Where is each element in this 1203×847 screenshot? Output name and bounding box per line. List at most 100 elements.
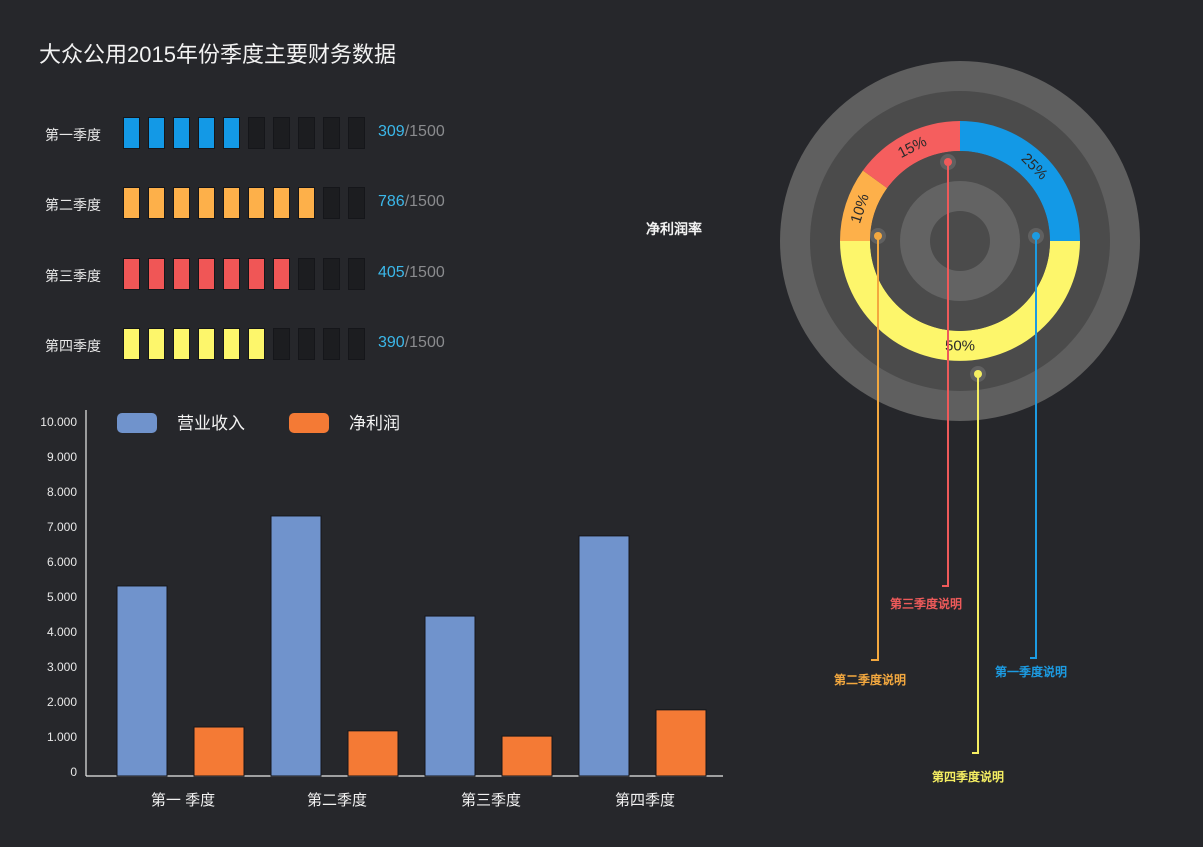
- progress-block-filled: [148, 117, 165, 149]
- q2-note-label[interactable]: 第二季度说明: [834, 673, 907, 687]
- donut-title: 净利润率: [646, 221, 702, 237]
- donut-segment[interactable]: [960, 121, 1080, 241]
- revenue-bar[interactable]: [424, 615, 476, 777]
- progress-block-filled: [273, 187, 290, 219]
- value-number: 405: [378, 264, 405, 281]
- y-tick-label: 9.000: [47, 450, 77, 464]
- progress-block-filled: [248, 258, 265, 290]
- leader-dot[interactable]: [944, 158, 952, 166]
- progress-block-filled: [223, 187, 240, 219]
- progress-block-empty: [273, 117, 290, 149]
- y-tick-label: 5.000: [47, 590, 77, 604]
- q1-note-label[interactable]: 第一季度说明: [995, 665, 1068, 679]
- legend-swatch[interactable]: [117, 413, 157, 433]
- y-tick-label: 8.000: [47, 485, 77, 499]
- progress-block-empty: [298, 258, 315, 290]
- donut-segment[interactable]: [862, 121, 960, 189]
- quarter-label: 第一季度: [45, 127, 101, 143]
- q4-leader-line: [972, 374, 979, 754]
- x-category-label: 第四季度: [615, 791, 675, 809]
- progress-block-filled: [298, 187, 315, 219]
- leader-dot[interactable]: [1032, 232, 1040, 240]
- progress-block-filled: [198, 117, 215, 149]
- q3-note-label[interactable]: 第三季度说明: [890, 597, 963, 611]
- y-tick-label: 6.000: [47, 555, 77, 569]
- legend-label[interactable]: 净利润: [349, 414, 400, 433]
- progress-block-empty: [323, 117, 340, 149]
- leader-dot[interactable]: [874, 232, 882, 240]
- q2-leader-line: [871, 236, 879, 661]
- progress-block-filled: [123, 328, 140, 360]
- progress-block-filled: [223, 258, 240, 290]
- value-total: /1500: [404, 334, 445, 351]
- donut-segment[interactable]: [840, 241, 1080, 361]
- quarter-label: 第三季度: [45, 268, 101, 284]
- revenue-bar[interactable]: [270, 515, 322, 777]
- donut-center: [930, 211, 990, 271]
- quarter-value: 390/1500: [378, 334, 445, 352]
- quarter-label: 第二季度: [45, 197, 101, 213]
- legend-label[interactable]: 营业收入: [177, 414, 245, 433]
- donut-segment[interactable]: [840, 170, 888, 241]
- value-total: /1500: [404, 193, 445, 210]
- progress-block-filled: [273, 258, 290, 290]
- progress-block-empty: [348, 328, 365, 360]
- progress-block-filled: [173, 187, 190, 219]
- progress-block-filled: [148, 258, 165, 290]
- progress-block-filled: [123, 187, 140, 219]
- progress-block-empty: [323, 187, 340, 219]
- quarter-label: 第四季度: [45, 338, 101, 354]
- revenue-bar[interactable]: [578, 535, 630, 777]
- progress-block-filled: [248, 187, 265, 219]
- x-category-label: 第一 季度: [151, 791, 215, 809]
- progress-block-empty: [348, 258, 365, 290]
- y-tick-label: 1.000: [47, 730, 77, 744]
- y-tick-label: 2.000: [47, 695, 77, 709]
- progress-block-empty: [323, 328, 340, 360]
- x-category-label: 第三季度: [461, 791, 521, 809]
- net-profit-bar[interactable]: [347, 730, 399, 777]
- donut-segment-label: 50%: [945, 338, 975, 355]
- progress-block-empty: [323, 258, 340, 290]
- progress-block-filled: [223, 328, 240, 360]
- value-total: /1500: [404, 264, 445, 281]
- progress-block-filled: [198, 187, 215, 219]
- value-number: 786: [378, 193, 405, 210]
- progress-block-empty: [348, 117, 365, 149]
- quarter-progress-row: 第二季度 786/1500: [0, 187, 480, 219]
- progress-block-empty: [248, 117, 265, 149]
- progress-block-filled: [123, 117, 140, 149]
- quarter-value: 405/1500: [378, 264, 445, 282]
- progress-block-filled: [223, 117, 240, 149]
- y-tick-label: 10.000: [40, 415, 77, 429]
- progress-block-filled: [198, 328, 215, 360]
- revenue-bar[interactable]: [116, 585, 168, 777]
- net-profit-bar[interactable]: [193, 726, 245, 777]
- progress-block-filled: [198, 258, 215, 290]
- net-profit-bar[interactable]: [655, 709, 707, 777]
- progress-block-filled: [173, 328, 190, 360]
- progress-block-filled: [173, 117, 190, 149]
- progress-block-filled: [248, 328, 265, 360]
- quarter-progress-row: 第一季度 309/1500: [0, 117, 480, 149]
- y-tick-label: 4.000: [47, 625, 77, 639]
- legend-swatch[interactable]: [289, 413, 329, 433]
- progress-block-empty: [273, 328, 290, 360]
- page-title: 大众公用2015年份季度主要财务数据: [39, 42, 396, 67]
- q3-leader-line: [942, 162, 949, 587]
- y-tick-label: 7.000: [47, 520, 77, 534]
- donut-chart: 25%50%10%15%: [780, 61, 1140, 754]
- leader-dot[interactable]: [974, 370, 982, 378]
- q4-note-label[interactable]: 第四季度说明: [932, 770, 1005, 784]
- progress-block-filled: [148, 328, 165, 360]
- value-number: 309: [378, 123, 405, 140]
- net-profit-bar[interactable]: [501, 735, 553, 777]
- quarter-value: 786/1500: [378, 193, 445, 211]
- q1-leader-line: [1030, 236, 1037, 659]
- quarter-value: 309/1500: [378, 123, 445, 141]
- progress-block-empty: [298, 117, 315, 149]
- bar-chart: 0 1.000 2.000 3.000 4.000 5.000 6.000 7.000 8.00…: [40, 410, 723, 809]
- progress-block-empty: [348, 187, 365, 219]
- y-tick-label: 3.000: [47, 660, 77, 674]
